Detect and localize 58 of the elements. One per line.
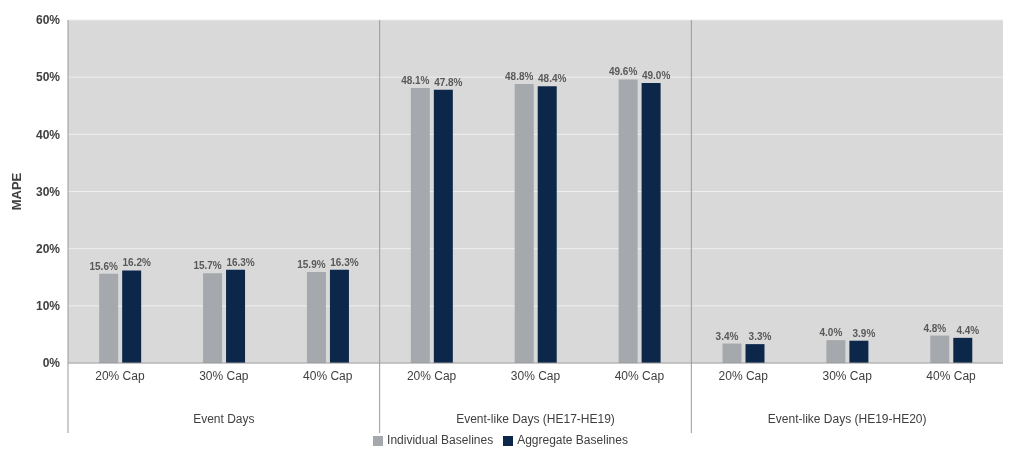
y-tick-label: 40% [35,127,61,142]
bar [203,273,223,363]
data-label: 4.4% [956,324,980,336]
y-axis-title: MAPE [8,172,24,211]
bar [306,272,326,363]
data-label: 48.4% [538,73,567,85]
data-label: 4.8% [923,322,947,334]
bar [849,340,869,363]
x-tick-label: 30% Cap [822,368,873,383]
data-label: 3.4% [715,330,739,342]
legend-label: Aggregate Baselines [517,433,628,447]
x-tick-label: 30% Cap [199,368,249,383]
bar [745,344,765,363]
data-label: 3.3% [748,331,772,343]
y-tick-label: 30% [35,184,61,199]
y-tick-label: 60% [35,13,61,28]
bar [122,270,142,363]
bar [433,89,453,363]
data-label: 15.9% [297,259,326,271]
text: Event Days [193,412,255,426]
bar [641,82,661,363]
x-tick-label: 40% Cap [614,368,665,383]
bar [537,86,557,363]
data-label: 49.0% [641,69,671,81]
legend-label: Individual Baselines [387,433,494,447]
x-tick-label: 20% Cap [718,368,769,383]
bar [410,88,430,363]
bar [618,79,638,363]
bar [329,269,349,363]
x-tick-label: 40% Cap [926,368,977,383]
y-tick-label: 50% [35,70,61,85]
data-label: 48.1% [401,75,430,87]
data-label: 16.3% [226,256,255,268]
text: Event-like Days (HE19-HE20) [767,412,927,426]
text: Event-like Days (HE17-HE19) [456,412,615,426]
x-tick-label: 20% Cap [406,368,457,383]
data-label: 16.3% [330,256,359,268]
data-label: 3.9% [852,327,876,339]
data-label: 16.2% [122,257,151,269]
bar [722,343,742,363]
data-label: 4.0% [819,327,843,339]
y-tick-label: 20% [35,241,61,256]
bar [514,84,534,363]
data-label: 48.8% [505,71,534,83]
data-label: 47.8% [434,76,463,88]
bar [826,340,846,363]
x-tick-label: 30% Cap [510,368,561,383]
y-tick-label: 10% [35,299,61,314]
x-tick-label: 40% Cap [303,368,353,383]
data-label: 49.6% [608,66,638,78]
bar [99,273,119,363]
data-label: 15.7% [193,260,222,272]
x-tick-label: 20% Cap [95,368,145,383]
bar [226,269,246,363]
bar [930,335,950,363]
bar [953,337,973,363]
data-label: 15.6% [89,260,118,272]
y-tick-label: 0% [42,356,61,371]
